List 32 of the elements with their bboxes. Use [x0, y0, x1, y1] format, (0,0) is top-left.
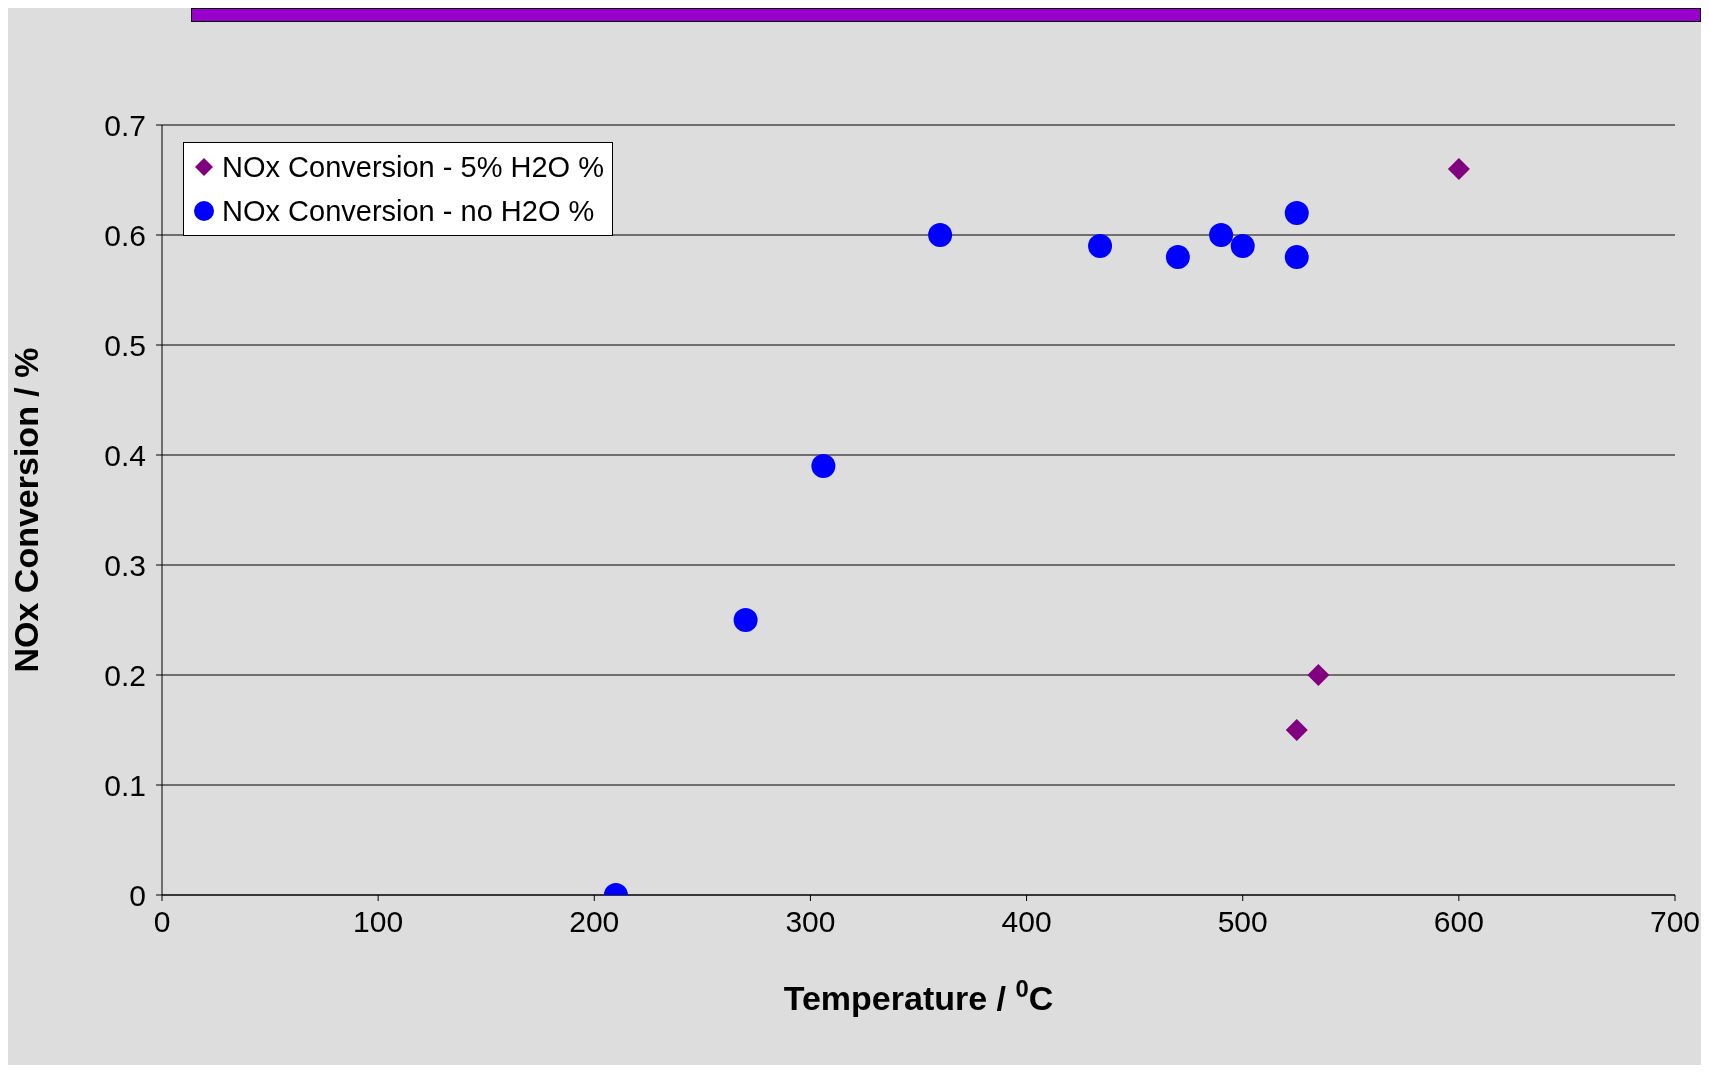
x-tick-label: 500	[1217, 905, 1268, 939]
point	[1209, 223, 1234, 247]
x-tick-label: 0	[153, 905, 171, 939]
legend-label: NOx Conversion - no H2O %	[222, 194, 595, 229]
y-tick-label: 0.1	[104, 768, 146, 802]
point	[1165, 245, 1190, 269]
point	[1284, 245, 1309, 269]
y-tick-label: 0.6	[104, 218, 146, 252]
x-tick-label: 100	[353, 905, 404, 939]
y-tick-label: 0.3	[104, 548, 146, 582]
y-axis-title: NOx Conversion / %	[7, 347, 45, 673]
x-axis-title: Temperature / $^{0}$C	[783, 974, 1054, 1017]
y-tick-label: 0.2	[104, 658, 146, 692]
x-tick-label: 400	[1001, 905, 1052, 939]
x-tick-label: 200	[569, 905, 620, 939]
point	[1307, 664, 1330, 686]
point	[1284, 201, 1309, 225]
legend-label: NOx Conversion - 5% H2O %	[222, 150, 604, 185]
y-tick-label: 0.7	[104, 108, 146, 142]
y-tick-label: 0.4	[104, 438, 146, 472]
x-tick-label: 700	[1649, 905, 1701, 939]
x-tick-label: 600	[1433, 905, 1484, 939]
point	[1447, 158, 1470, 180]
point	[1088, 234, 1113, 258]
point	[1230, 234, 1255, 258]
y-tick-label: 0	[129, 878, 146, 912]
point	[1285, 719, 1308, 741]
y-tick-label: 0.5	[104, 328, 146, 362]
point	[811, 454, 836, 478]
point	[733, 608, 758, 632]
x-tick-label: 300	[785, 905, 836, 939]
point	[928, 223, 953, 247]
